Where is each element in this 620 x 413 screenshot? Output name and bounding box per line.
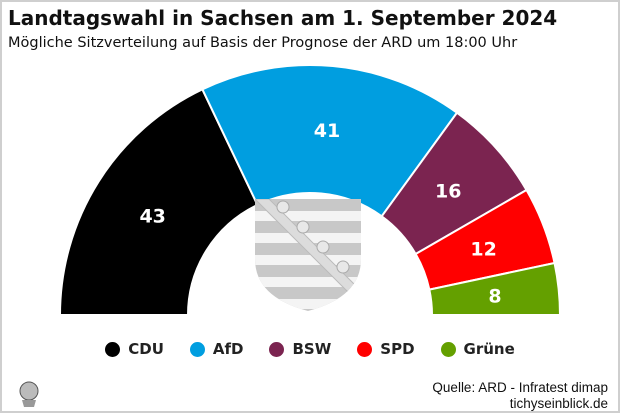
seat-segment-cdu bbox=[58, 88, 259, 316]
saxony-coat-of-arms-icon bbox=[255, 199, 361, 311]
seat-segment-grüne bbox=[428, 261, 562, 316]
legend-swatch bbox=[440, 341, 456, 357]
source-text: Quelle: ARD - Infratest dimap bbox=[432, 380, 608, 395]
seat-label-cdu: 43 bbox=[139, 206, 165, 228]
legend-item-afd: AfD bbox=[189, 340, 244, 358]
chart-subtitle: Mögliche Sitzverteilung auf Basis der Pr… bbox=[8, 35, 518, 51]
legend-swatch bbox=[269, 341, 285, 357]
legend-swatch bbox=[189, 341, 205, 357]
legend-label: Grüne bbox=[463, 340, 515, 358]
seat-label-spd: 12 bbox=[470, 238, 496, 260]
half-donut-chart: 43 41 16 12 8 bbox=[58, 64, 562, 316]
legend-item-spd: SPD bbox=[357, 340, 415, 358]
legend-label: AfD bbox=[212, 340, 244, 358]
site-text: tichyseinblick.de bbox=[509, 396, 608, 411]
legend-swatch bbox=[105, 341, 121, 357]
source-note: Quelle: ARD - Infratest dimap tichyseinb… bbox=[432, 380, 608, 411]
legend-item-cdu: CDU bbox=[105, 340, 164, 358]
legend: CDU AfD BSW SPD Grüne bbox=[2, 340, 618, 358]
seat-label-afd: 41 bbox=[314, 120, 340, 142]
legend-label: BSW bbox=[292, 340, 332, 358]
tichys-einblick-logo-icon bbox=[19, 381, 39, 407]
legend-label: CDU bbox=[128, 340, 164, 358]
legend-label: SPD bbox=[380, 340, 415, 358]
seat-label-bsw: 16 bbox=[435, 181, 461, 203]
legend-item-grüne: Grüne bbox=[440, 340, 515, 358]
seat-label-grüne: 8 bbox=[488, 286, 501, 308]
legend-item-bsw: BSW bbox=[269, 340, 331, 358]
legend-swatch bbox=[357, 341, 373, 357]
seat-segment-afd bbox=[201, 64, 459, 218]
chart-title: Landtagswahl in Sachsen am 1. September … bbox=[8, 6, 558, 30]
